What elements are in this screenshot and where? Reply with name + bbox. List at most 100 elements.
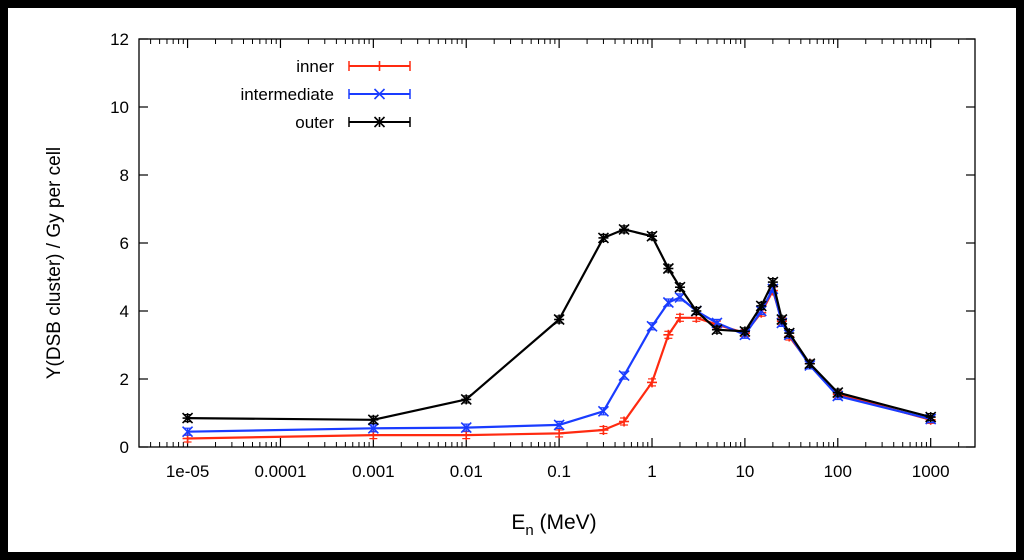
marker-stroke bbox=[646, 230, 658, 242]
data-point-intermediate bbox=[646, 320, 658, 332]
x-tick-label: 10 bbox=[735, 462, 754, 481]
data-point-outer bbox=[646, 230, 658, 242]
marker-stroke bbox=[553, 419, 565, 431]
marker-stroke bbox=[553, 313, 565, 326]
marker-stroke bbox=[674, 281, 686, 293]
data-point-intermediate bbox=[674, 291, 686, 303]
data-point-outer bbox=[460, 393, 472, 405]
marker-stroke bbox=[597, 405, 610, 417]
data-point-outer bbox=[783, 327, 795, 339]
data-point-intermediate bbox=[597, 405, 610, 417]
y-tick-label: 4 bbox=[120, 302, 129, 321]
data-point-outer bbox=[553, 313, 565, 326]
data-point-outer bbox=[832, 387, 844, 399]
y-tick-label: 6 bbox=[120, 234, 129, 253]
marker-stroke bbox=[373, 88, 386, 100]
legend-entry-intermediate: intermediate bbox=[240, 85, 411, 104]
data-point-outer bbox=[367, 414, 379, 426]
x-tick-label: 0.0001 bbox=[254, 462, 306, 481]
y-tick-label: 10 bbox=[110, 98, 129, 117]
data-point-outer bbox=[804, 358, 816, 370]
x-tick-label: 1 bbox=[647, 462, 656, 481]
data-point-outer bbox=[767, 276, 779, 288]
marker-stroke bbox=[832, 387, 844, 399]
marker-stroke bbox=[739, 325, 751, 337]
marker-stroke bbox=[460, 393, 472, 405]
x-tick-label: 1000 bbox=[912, 462, 950, 481]
y-tick-label: 2 bbox=[120, 370, 129, 389]
series-intermediate bbox=[182, 283, 937, 438]
marker-stroke bbox=[690, 305, 702, 317]
marker-stroke bbox=[373, 116, 386, 128]
series-outer bbox=[182, 223, 937, 426]
data-point-outer bbox=[597, 232, 610, 244]
marker-stroke bbox=[755, 305, 767, 317]
y-axis-label: Y(DSB cluster) / Gy per cell bbox=[44, 147, 65, 379]
x-axis-label-main: E bbox=[511, 511, 525, 534]
marker-stroke bbox=[460, 422, 472, 434]
data-point-outer bbox=[711, 324, 723, 336]
marker-stroke bbox=[662, 296, 674, 309]
data-point-intermediate bbox=[460, 422, 472, 434]
marker-stroke bbox=[674, 291, 686, 303]
data-point-inner bbox=[663, 329, 674, 340]
data-point-intermediate bbox=[553, 419, 565, 431]
series-line-intermediate bbox=[187, 287, 931, 433]
data-point-intermediate bbox=[662, 296, 674, 309]
x-tick-label: 100 bbox=[824, 462, 852, 481]
marker-stroke bbox=[618, 223, 630, 235]
data-point-outer bbox=[925, 411, 937, 423]
y-tick-label: 12 bbox=[110, 30, 129, 49]
marker-stroke bbox=[767, 276, 779, 288]
marker-stroke bbox=[783, 327, 795, 339]
legend-label: outer bbox=[295, 113, 334, 132]
marker-stroke bbox=[662, 262, 674, 275]
ticks: 0 2 4 6 8 10 12 1e-05 0.0001 0.001 0.01 0.1 1 10 100 10… bbox=[110, 30, 975, 481]
series-line-outer bbox=[187, 228, 931, 421]
legend-entry-inner: inner bbox=[296, 57, 411, 76]
x-tick-label: 0.01 bbox=[450, 462, 483, 481]
data-point-intermediate bbox=[618, 370, 630, 382]
marker-stroke bbox=[367, 414, 379, 426]
data-point-inner bbox=[647, 377, 658, 388]
marker-stroke bbox=[182, 426, 194, 438]
data-point-inner bbox=[619, 416, 630, 427]
marker-stroke bbox=[618, 370, 630, 382]
marker-stroke bbox=[925, 411, 937, 423]
data-point-inner bbox=[674, 312, 685, 323]
marker-stroke bbox=[597, 232, 610, 244]
marker-stroke bbox=[182, 412, 194, 424]
legend-label: intermediate bbox=[240, 85, 334, 104]
data-point-outer bbox=[755, 300, 767, 312]
data-point-outer bbox=[776, 313, 788, 326]
data-point-outer bbox=[662, 262, 674, 275]
legend: inner intermediate outer bbox=[240, 57, 411, 132]
marker-stroke bbox=[646, 320, 658, 332]
legend-entry-outer: outer bbox=[295, 113, 411, 132]
x-axis-label-unit: (MeV) bbox=[534, 511, 597, 534]
x-tick-label: 0.1 bbox=[547, 462, 571, 481]
data-point-intermediate bbox=[367, 422, 379, 434]
data-point-outer bbox=[618, 223, 630, 235]
series-line-inner bbox=[187, 289, 931, 440]
data-point-outer bbox=[739, 325, 751, 337]
data-point-outer bbox=[674, 281, 686, 293]
marker-stroke bbox=[711, 324, 723, 336]
marker-stroke bbox=[804, 358, 816, 370]
x-axis-label-subscript: n bbox=[525, 522, 533, 539]
y-tick-label: 0 bbox=[120, 438, 129, 457]
x-tick-label: 1e-05 bbox=[166, 462, 209, 481]
marker-stroke bbox=[776, 313, 788, 326]
data-point-inner bbox=[598, 425, 609, 435]
marker-stroke bbox=[367, 422, 379, 434]
line-chart: 0 2 4 6 8 10 12 1e-05 0.0001 0.001 0.01 0.1 1 10 100 10… bbox=[44, 30, 976, 539]
data-point-outer bbox=[182, 412, 194, 424]
legend-label: inner bbox=[296, 57, 334, 76]
series bbox=[182, 223, 937, 444]
data-point-inner bbox=[554, 428, 565, 439]
y-tick-label: 8 bbox=[120, 166, 129, 185]
data-point-outer bbox=[690, 305, 702, 317]
data-point-intermediate bbox=[182, 426, 194, 438]
x-axis-label: En (MeV) bbox=[511, 511, 596, 539]
